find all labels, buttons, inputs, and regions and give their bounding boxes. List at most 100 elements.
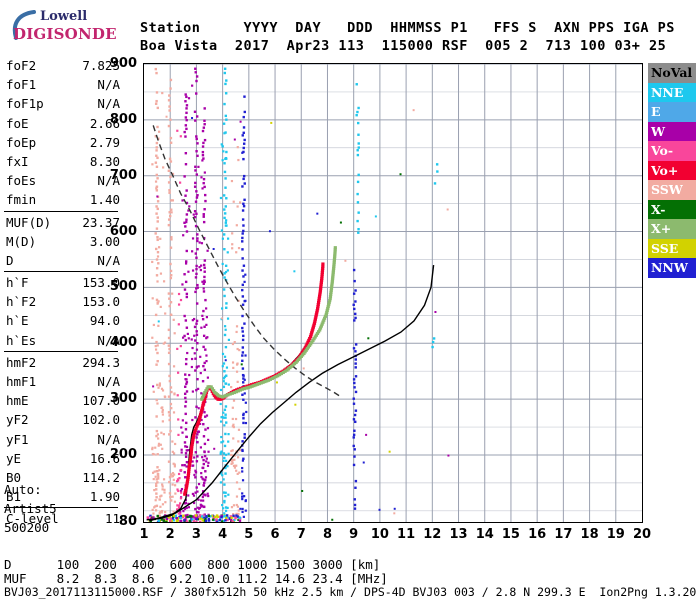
y-tick-500: 500 — [109, 279, 137, 295]
x-tick-18: 18 — [580, 527, 599, 542]
param-name: h`E — [6, 313, 29, 329]
x-tick-3: 3 — [191, 527, 201, 542]
param-value: 1.90 — [89, 489, 120, 505]
legend-item-vo-[interactable]: Vo+ — [648, 160, 696, 180]
y-tick-300: 300 — [109, 391, 137, 407]
param-row: M(D) 3.00 — [4, 232, 122, 251]
legend-item-ssw[interactable]: SSW — [648, 180, 696, 200]
param-value: 2.66 — [89, 115, 120, 131]
param-name: hmE — [6, 393, 29, 409]
y-tick-600: 600 — [109, 223, 137, 239]
param-name: foF2 — [6, 58, 37, 73]
param-row: MUF(D) 23.37 — [4, 213, 122, 232]
param-row: h`Es N/A — [4, 331, 122, 350]
ionogram-parameters-table: foF2 7.825 foF1 N/A foF1p N/A foE 2.66 foEp 2.79 f… — [4, 56, 122, 529]
param-name: hmF1 — [6, 374, 37, 389]
param-name: hmF2 — [6, 354, 37, 370]
legend-item-x-[interactable]: X- — [648, 199, 696, 219]
series-Xplus — [200, 246, 337, 401]
param-name: C-level — [6, 511, 59, 527]
y-tick-200: 200 — [109, 446, 137, 462]
auto-scaling-block: Auto: Artist5 500200 — [4, 480, 57, 538]
param-value: N/A — [97, 374, 120, 389]
y-axis-tick-labels: 80 200 300 400 500 600 700 800 900 — [95, 0, 137, 600]
param-name: fmin — [6, 192, 37, 208]
param-name: yF2 — [6, 412, 29, 428]
x-tick-11: 11 — [397, 527, 416, 542]
legend-item-e[interactable]: E — [648, 102, 696, 122]
param-value: 94.0 — [89, 313, 120, 329]
auto-code: 500200 — [4, 520, 50, 536]
param-value: 2.79 — [89, 134, 120, 150]
muf-distance-row: D 100 200 400 600 800 1000 1500 3000 [km… — [4, 557, 381, 572]
x-tick-9: 9 — [349, 527, 359, 542]
param-row: C-level 11 — [4, 509, 122, 528]
param-name: fxI — [6, 153, 29, 169]
param-name: foEs — [6, 173, 37, 189]
param-row: fxI 8.30 — [4, 152, 122, 171]
y-tick-80: 80 — [118, 514, 137, 529]
param-row: h`F2 153.0 — [4, 292, 122, 311]
param-name: h`Es — [6, 332, 37, 348]
legend-item-x-[interactable]: X+ — [648, 219, 696, 239]
param-row: yE 16.6 — [4, 449, 122, 468]
x-tick-15: 15 — [501, 527, 520, 542]
legend-item-vo-[interactable]: Vo- — [648, 141, 696, 161]
y-tick-800: 800 — [109, 111, 137, 127]
param-name: B0 — [6, 469, 22, 485]
param-value: 153.0 — [82, 275, 120, 291]
station-header-values: Boa Vista 2017 Apr23 113 115000 RSF 005 … — [140, 38, 667, 54]
param-name: foF1p — [6, 96, 44, 112]
param-name: B1 — [6, 489, 22, 505]
legend-item-nne[interactable]: NNE — [648, 82, 696, 102]
x-tick-7: 7 — [296, 527, 306, 542]
param-name: h`F2 — [6, 294, 37, 310]
param-row: yF2 102.0 — [4, 410, 122, 429]
muf-value-row: MUF 8.2 8.3 8.6 9.2 10.0 11.2 14.6 23.4 … — [4, 571, 388, 586]
x-tick-13: 13 — [449, 527, 468, 542]
param-value: 294.3 — [82, 354, 120, 370]
param-value: 102.0 — [82, 412, 120, 428]
x-tick-19: 19 — [606, 527, 625, 542]
series-density-profile — [149, 265, 435, 522]
param-name: foF1 — [6, 77, 37, 93]
param-value: 3.00 — [89, 233, 120, 249]
param-value: 23.37 — [82, 214, 120, 230]
x-tick-14: 14 — [475, 527, 494, 542]
param-value: 11 — [104, 511, 120, 527]
station-header-labels: Station YYYY DAY DDD HHMMSS P1 FFS S AXN… — [140, 20, 675, 36]
param-name: M(D) — [6, 233, 37, 249]
param-row: B0 114.2 — [4, 468, 122, 487]
ionogram-plot-area[interactable] — [143, 63, 643, 523]
param-row: hmF2 294.3 — [4, 353, 122, 372]
param-separator — [4, 350, 118, 352]
legend-item-nnw[interactable]: NNW — [648, 258, 696, 278]
auto-program: Artist5 — [4, 501, 57, 517]
param-row: foE 2.66 — [4, 114, 122, 133]
param-row: h`E 94.0 — [4, 311, 122, 330]
logo-digisonde-text: DIGISONDE — [13, 25, 117, 43]
lowell-digisonde-logo: Lowell DIGISONDE — [8, 8, 128, 50]
param-row: hmF1 N/A — [4, 372, 122, 391]
x-tick-20: 20 — [632, 527, 652, 542]
param-value: 107.0 — [82, 393, 120, 409]
legend-item-noval[interactable]: NoVal — [648, 63, 696, 83]
param-name: foE — [6, 115, 29, 131]
x-tick-10: 10 — [370, 527, 389, 542]
param-row: yF1 N/A — [4, 430, 122, 449]
series-MUF-curve — [152, 125, 340, 397]
param-name: yF1 — [6, 431, 29, 447]
param-row: hmE 107.0 — [4, 391, 122, 410]
param-row: D N/A — [4, 251, 122, 270]
legend-item-w[interactable]: W — [648, 121, 696, 141]
series-Voplus — [183, 262, 325, 496]
param-name: D — [6, 252, 14, 268]
param-name: foEp — [6, 134, 37, 150]
param-row: B1 1.90 — [4, 487, 122, 506]
param-separator — [4, 210, 118, 212]
echo-scatter — [146, 67, 450, 522]
legend-item-sse[interactable]: SSE — [648, 238, 696, 258]
param-value: 1.40 — [89, 192, 120, 208]
param-value: N/A — [97, 252, 120, 268]
